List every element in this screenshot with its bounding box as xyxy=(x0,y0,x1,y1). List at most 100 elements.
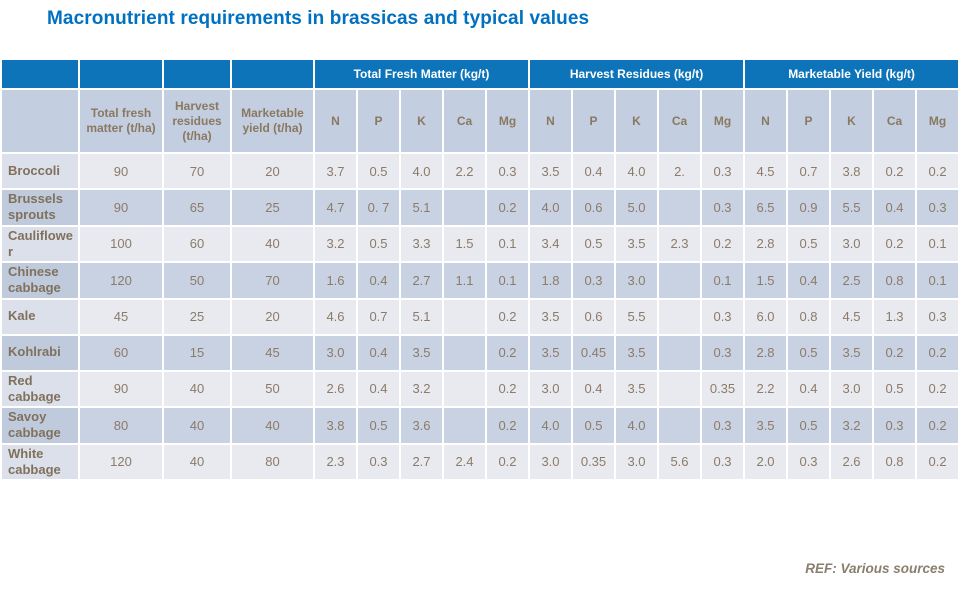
data-cell: 2.2 xyxy=(442,152,487,190)
column-header: Ca xyxy=(657,88,702,154)
table-row: Cauliflower 100 60 40 3.2 0.5 3.3 1.5 0.1 3.4 0.5 3… xyxy=(0,224,958,263)
data-cell: 3.5 xyxy=(829,333,875,372)
data-cell xyxy=(442,406,487,445)
data-cell: 2.7 xyxy=(399,442,444,481)
data-cell: 0.1 xyxy=(485,261,530,300)
row-label: Cauliflower xyxy=(0,224,80,263)
data-cell: 40 xyxy=(162,406,232,445)
group-header-row: Total Fresh Matter (kg/t) Harvest Residu… xyxy=(0,58,958,90)
data-cell: 2.8 xyxy=(743,333,789,372)
data-cell: 0.5 xyxy=(786,406,832,445)
data-cell: 0.4 xyxy=(571,369,616,408)
data-cell: 2.3 xyxy=(313,442,358,481)
group-header-marketable-yield: Marketable Yield (kg/t) xyxy=(743,58,958,90)
row-label: White cabbage xyxy=(0,442,80,481)
data-cell: 0.2 xyxy=(915,333,958,372)
data-cell: 0.1 xyxy=(915,224,958,263)
data-cell xyxy=(657,333,702,372)
data-cell: 20 xyxy=(230,297,315,336)
data-cell: 3.0 xyxy=(614,261,659,300)
row-label: Broccoli xyxy=(0,152,80,190)
group-header-blank xyxy=(230,58,315,90)
data-cell: 0.2 xyxy=(915,442,958,481)
data-cell: 1.1 xyxy=(442,261,487,300)
column-header: N xyxy=(313,88,358,154)
data-cell: 0.8 xyxy=(872,261,918,300)
corner-cell xyxy=(0,88,80,154)
data-cell: 1.6 xyxy=(313,261,358,300)
data-cell: 0.9 xyxy=(786,188,832,227)
macronutrient-table: Total Fresh Matter (kg/t) Harvest Residu… xyxy=(0,58,958,481)
data-cell: 5.1 xyxy=(399,188,444,227)
data-cell: 0.4 xyxy=(356,261,401,300)
row-label: Kale xyxy=(0,297,80,336)
data-cell xyxy=(657,188,702,227)
data-cell: 0.2 xyxy=(872,333,918,372)
data-cell: 90 xyxy=(78,369,164,408)
data-cell: 0.2 xyxy=(485,333,530,372)
data-cell: 25 xyxy=(162,297,232,336)
column-header: N xyxy=(743,88,789,154)
data-cell: 3.8 xyxy=(313,406,358,445)
data-cell: 0.8 xyxy=(872,442,918,481)
data-cell: 2.6 xyxy=(829,442,875,481)
data-cell: 4.5 xyxy=(829,297,875,336)
data-cell: 3.5 xyxy=(399,333,444,372)
data-cell: 5.0 xyxy=(614,188,659,227)
data-cell: 5.6 xyxy=(657,442,702,481)
data-cell: 0.1 xyxy=(915,261,958,300)
data-cell: 70 xyxy=(230,261,315,300)
data-cell: 3.3 xyxy=(399,224,444,263)
data-cell: 4.0 xyxy=(614,152,659,190)
data-cell: 2.8 xyxy=(743,224,789,263)
data-cell: 0.5 xyxy=(786,224,832,263)
data-cell: 0.4 xyxy=(356,369,401,408)
data-cell xyxy=(442,297,487,336)
table-row: Savoy cabbage 80 40 40 3.8 0.5 3.6 0.2 4.0 0.5 4.0… xyxy=(0,406,958,445)
page-title: Macronutrient requirements in brassicas … xyxy=(47,8,590,29)
data-cell: 1.8 xyxy=(528,261,573,300)
data-cell: 1.5 xyxy=(743,261,789,300)
data-cell: 0.2 xyxy=(915,152,958,190)
data-cell: 0.3 xyxy=(915,188,958,227)
group-header-blank xyxy=(162,58,232,90)
column-header: Ca xyxy=(442,88,487,154)
data-cell: 3.5 xyxy=(614,333,659,372)
data-cell: 0.5 xyxy=(571,224,616,263)
column-header: K xyxy=(614,88,659,154)
data-cell: 45 xyxy=(78,297,164,336)
data-cell: 0.2 xyxy=(485,188,530,227)
data-cell: 40 xyxy=(162,369,232,408)
data-cell: 90 xyxy=(78,188,164,227)
column-header: Ca xyxy=(872,88,918,154)
data-cell: 3.8 xyxy=(829,152,875,190)
data-cell: 20 xyxy=(230,152,315,190)
table-row: Red cabbage 90 40 50 2.6 0.4 3.2 0.2 3.0 0.4 3.5 0.… xyxy=(0,369,958,408)
table-row: Broccoli 90 70 20 3.7 0.5 4.0 2.2 0.3 3.5 0.4 4.0 2.… xyxy=(0,152,958,190)
data-cell: 65 xyxy=(162,188,232,227)
data-cell: 0.7 xyxy=(356,297,401,336)
data-cell: 3.5 xyxy=(528,297,573,336)
data-cell: 3.0 xyxy=(829,369,875,408)
group-header-harvest-residues: Harvest Residues (kg/t) xyxy=(527,58,746,90)
column-header: Mg xyxy=(915,88,958,154)
data-cell: 5.5 xyxy=(829,188,875,227)
column-header: Harvest residues (t/ha) xyxy=(162,88,232,154)
column-header: K xyxy=(829,88,875,154)
column-header: Mg xyxy=(699,88,746,154)
data-cell: 4.0 xyxy=(528,188,573,227)
data-cell: 0.2 xyxy=(915,369,958,408)
data-cell xyxy=(442,333,487,372)
table-row: Kale 45 25 20 4.6 0.7 5.1 0.2 3.5 0.6 5.5 0.3 6.0 0.8… xyxy=(0,297,958,336)
data-cell: 40 xyxy=(230,224,315,263)
data-cell: 0.2 xyxy=(872,224,918,263)
data-cell: 50 xyxy=(162,261,232,300)
data-cell: 3.0 xyxy=(313,333,358,372)
data-cell: 40 xyxy=(162,442,232,481)
data-cell xyxy=(657,406,702,445)
data-cell: 4.0 xyxy=(528,406,573,445)
data-cell: 1.3 xyxy=(872,297,918,336)
data-cell: 0.35 xyxy=(571,442,616,481)
row-label: Savoy cabbage xyxy=(0,406,80,445)
data-cell: 70 xyxy=(162,152,232,190)
